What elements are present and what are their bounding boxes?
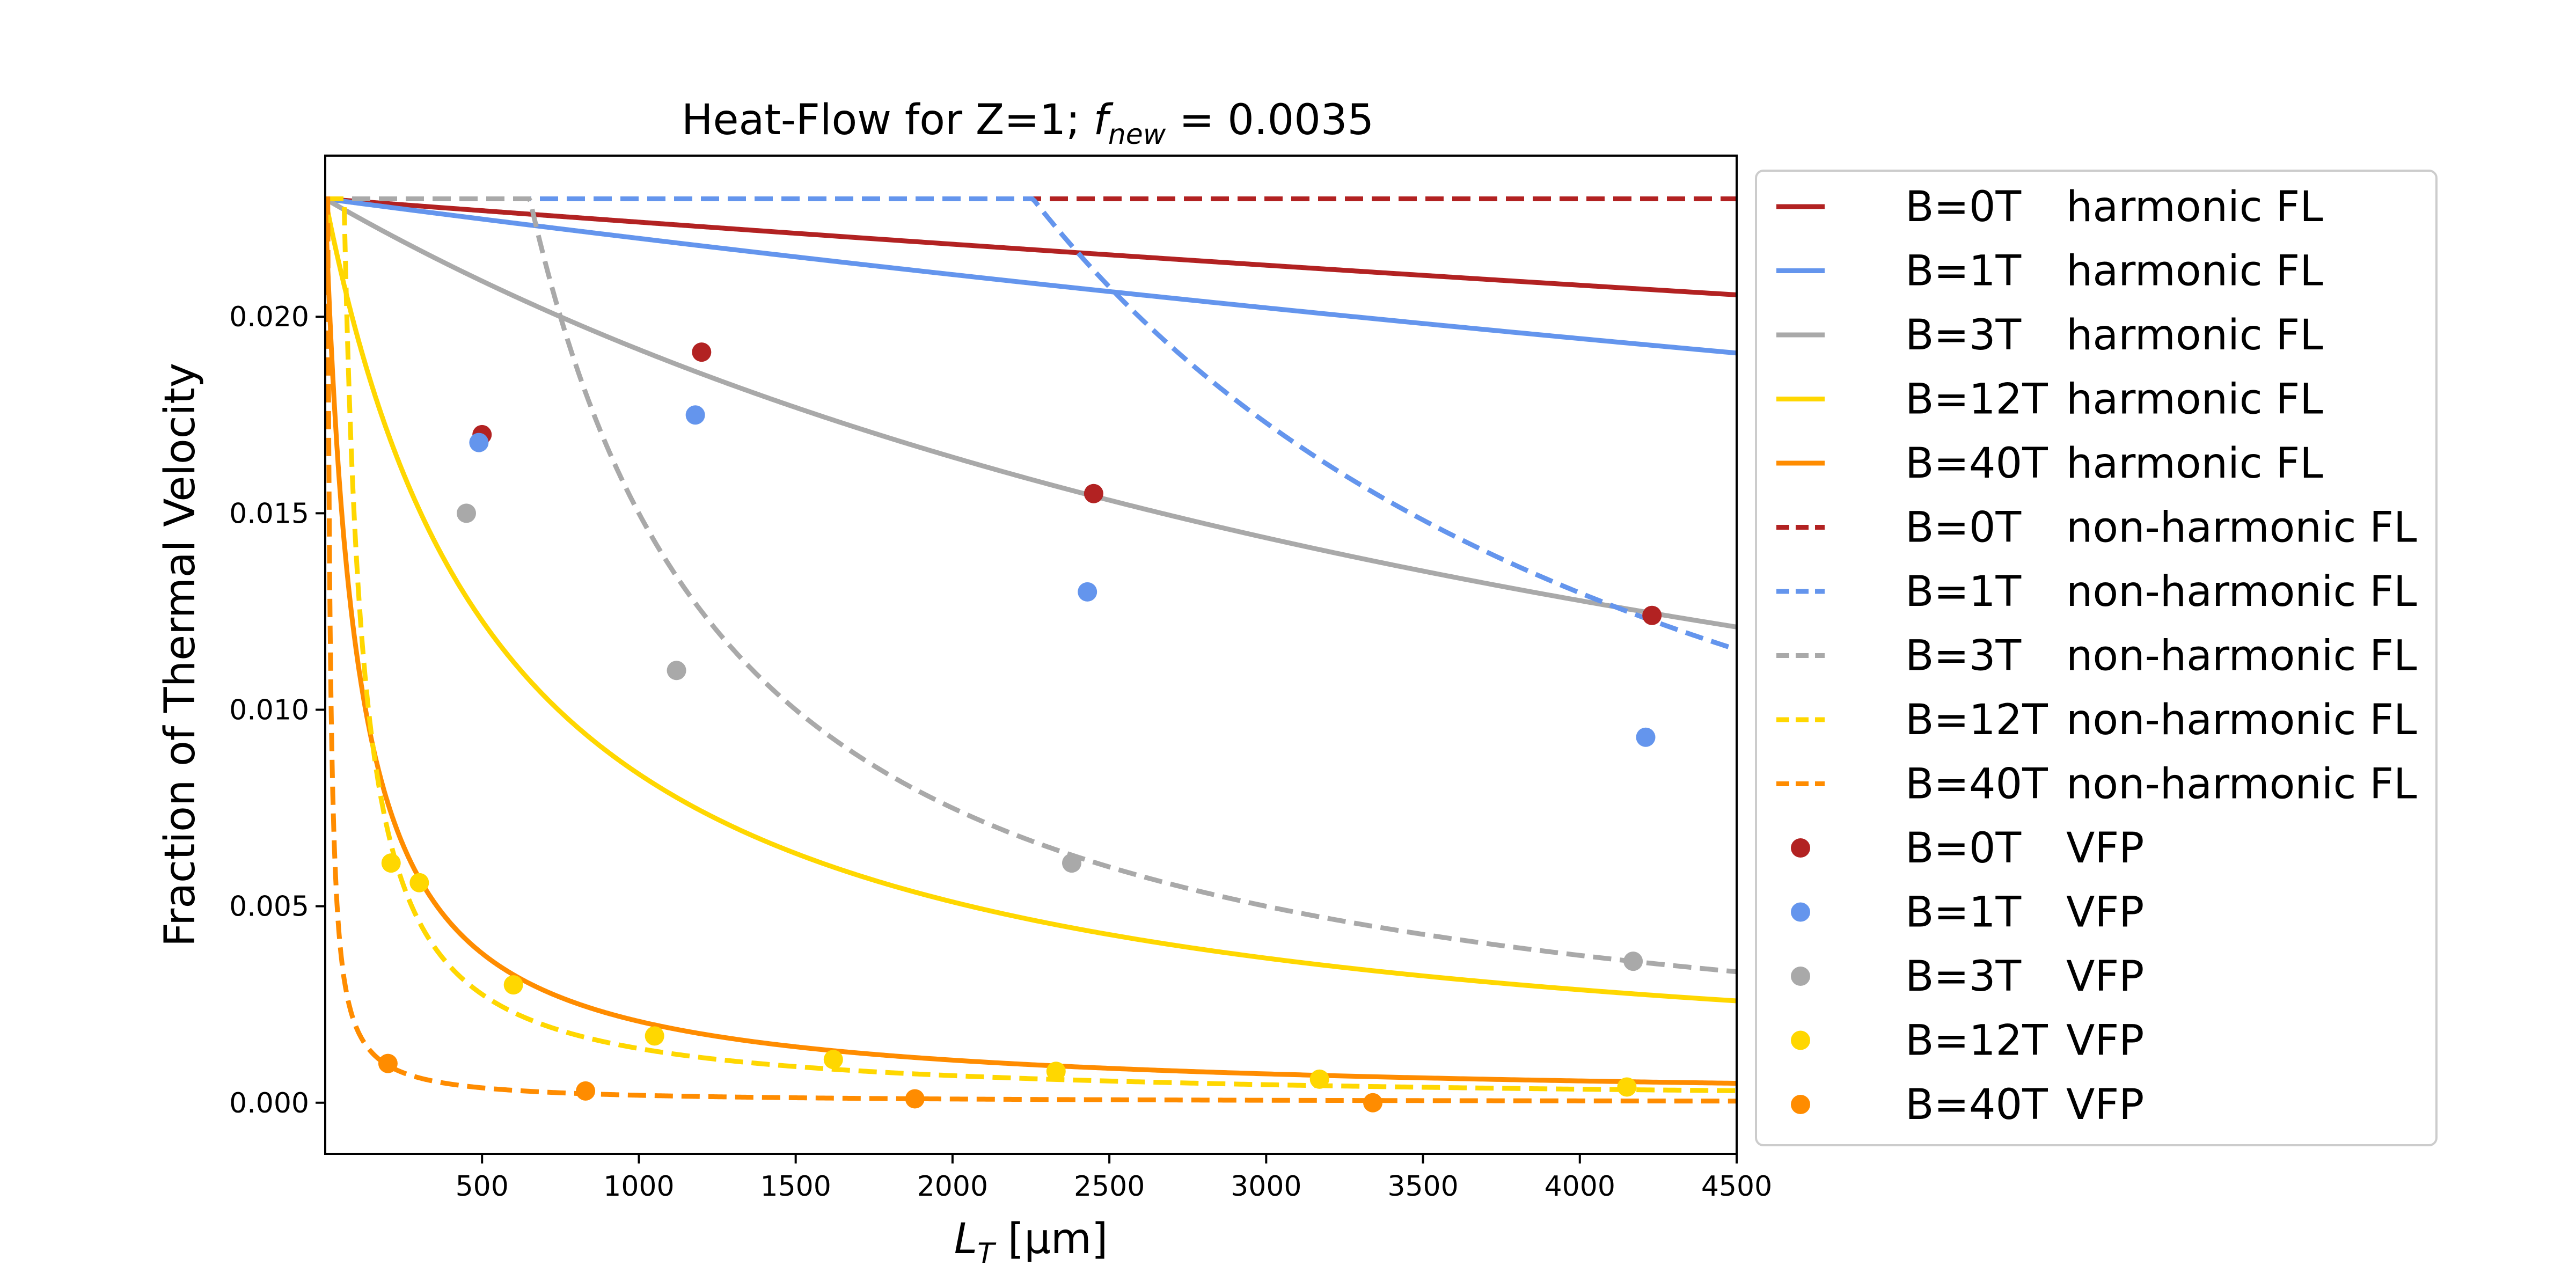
legend: B=0T harmonic FL B=1T harmonic FL B=3T harmon… <box>1755 170 2438 1146</box>
legend-kind-label: harmonic FL <box>2066 440 2323 488</box>
legend-b-label: B=40T <box>1905 760 2048 809</box>
plot-area: 500 1000 1500 2000 2500 3000 3500 4000 4500 0.00… <box>229 155 1772 1203</box>
legend-kind-label: harmonic FL <box>2066 247 2323 296</box>
legend-b-label: B=1T <box>1905 247 2021 296</box>
x-tick-label: 500 <box>456 1170 509 1203</box>
legend-marker <box>1791 967 1810 986</box>
harmonic-curve-B=12T <box>325 197 1737 1004</box>
chart-title: Heat-Flow for Z=1; fnew = 0.0035 <box>682 96 1374 151</box>
legend-kind-label: VFP <box>2066 953 2144 1001</box>
vfp-point-B=1T <box>1078 582 1097 602</box>
vfp-point-B=12T <box>645 1026 664 1046</box>
x-tick-label: 1500 <box>760 1170 831 1203</box>
vfp-points-layer <box>378 342 1662 1113</box>
vfp-point-B=12T <box>823 1050 843 1070</box>
vfp-point-B=40T <box>378 1053 398 1073</box>
legend-b-label: B=12T <box>1905 376 2048 424</box>
legend-kind-label: VFP <box>2066 824 2144 873</box>
nonharmonic-curve-B=40T <box>325 196 1737 1104</box>
legend-b-label: B=40T <box>1905 1081 2048 1129</box>
harmonic-curve-B=1T <box>325 196 1737 356</box>
vfp-point-B=3T <box>667 661 686 680</box>
legend-frame <box>1755 170 2438 1146</box>
legend-marker <box>1791 838 1810 858</box>
plot-frame <box>324 155 1738 1155</box>
x-tick-label: 1000 <box>603 1170 674 1203</box>
y-tick-label: 0.010 <box>229 694 309 727</box>
legend-b-label: B=0T <box>1905 824 2021 873</box>
vfp-point-B=3T <box>457 503 476 523</box>
x-tick-label: 3000 <box>1231 1170 1301 1203</box>
legend-kind-label: non-harmonic FL <box>2066 568 2417 616</box>
legend-kind-label: VFP <box>2066 889 2144 937</box>
y-tick-label: 0.020 <box>229 301 309 333</box>
legend-b-label: B=3T <box>1905 632 2021 680</box>
y-axis-ticks: 0.000 0.005 0.010 0.015 0.020 <box>229 301 325 1119</box>
x-tick-label: 3500 <box>1387 1170 1458 1203</box>
legend-marker <box>1791 902 1810 922</box>
legend-marker <box>1791 1030 1810 1050</box>
legend-b-label: B=0T <box>1905 183 2021 231</box>
harmonic-curve-B=3T <box>325 196 1737 630</box>
vfp-point-B=40T <box>1363 1093 1383 1113</box>
x-tick-label: 4500 <box>1701 1170 1772 1203</box>
legend-kind-label: harmonic FL <box>2066 376 2323 424</box>
legend-kind-label: non-harmonic FL <box>2066 696 2417 744</box>
x-tick-label: 2500 <box>1074 1170 1145 1203</box>
legend-entries: B=0T harmonic FL B=1T harmonic FL B=3T harmon… <box>1776 183 2417 1129</box>
legend-b-label: B=1T <box>1905 889 2021 937</box>
legend-kind-label: harmonic FL <box>2066 183 2323 231</box>
vfp-point-B=12T <box>1046 1062 1066 1081</box>
legend-kind-label: VFP <box>2066 1017 2144 1065</box>
legend-kind-label: non-harmonic FL <box>2066 504 2417 552</box>
x-axis-label: LT [μm] <box>954 1215 1108 1270</box>
vfp-point-B=3T <box>1623 952 1643 971</box>
legend-b-label: B=40T <box>1905 440 2048 488</box>
legend-kind-label: non-harmonic FL <box>2066 632 2417 680</box>
y-tick-label: 0.005 <box>229 891 309 923</box>
vfp-point-B=1T <box>1636 727 1656 747</box>
legend-b-label: B=0T <box>1905 504 2021 552</box>
y-tick-label: 0.015 <box>229 497 309 530</box>
vfp-point-B=12T <box>409 873 429 892</box>
vfp-point-B=40T <box>576 1081 596 1101</box>
nonharmonic-curve-B=12T <box>325 196 1737 1093</box>
vfp-point-B=1T <box>469 433 489 452</box>
vfp-point-B=12T <box>1617 1077 1637 1097</box>
vfp-point-B=40T <box>905 1089 925 1109</box>
harmonic-curve-B=40T <box>325 199 1737 1086</box>
legend-kind-label: non-harmonic FL <box>2066 760 2417 809</box>
vfp-point-B=12T <box>381 853 401 873</box>
curves-layer <box>325 196 1737 1104</box>
legend-b-label: B=12T <box>1905 1017 2048 1065</box>
x-tick-label: 4000 <box>1545 1170 1615 1203</box>
legend-kind-label: harmonic FL <box>2066 311 2323 360</box>
y-tick-label: 0.000 <box>229 1087 309 1119</box>
legend-kind-label: VFP <box>2066 1081 2144 1129</box>
legend-b-label: B=3T <box>1905 953 2021 1001</box>
vfp-point-B=0T <box>1084 484 1103 503</box>
y-axis-label: Fraction of Thermal Velocity <box>156 363 204 947</box>
legend-b-label: B=3T <box>1905 311 2021 360</box>
vfp-point-B=0T <box>692 342 712 362</box>
vfp-point-B=12T <box>1309 1069 1329 1089</box>
x-tick-label: 2000 <box>917 1170 988 1203</box>
nonharmonic-curve-B=3T <box>325 196 1737 975</box>
vfp-point-B=1T <box>685 405 705 425</box>
vfp-point-B=0T <box>1642 605 1662 625</box>
legend-b-label: B=12T <box>1905 696 2048 744</box>
vfp-point-B=3T <box>1062 853 1081 873</box>
legend-b-label: B=1T <box>1905 568 2021 616</box>
vfp-point-B=12T <box>503 975 523 995</box>
legend-marker <box>1791 1095 1810 1114</box>
x-axis-ticks: 500 1000 1500 2000 2500 3000 3500 4000 4500 <box>456 1154 1772 1203</box>
